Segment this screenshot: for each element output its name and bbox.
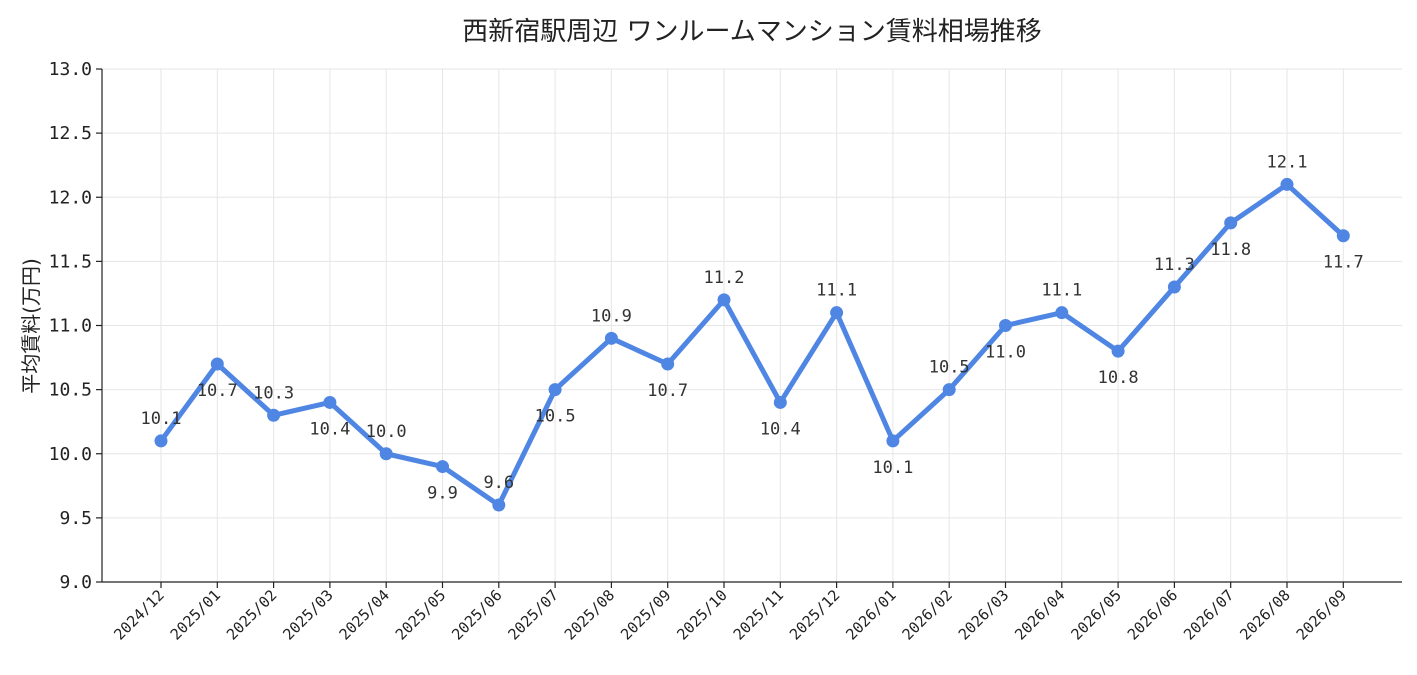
x-ticks: 2024/122025/012025/022025/032025/042025/… bbox=[110, 582, 1350, 644]
data-point bbox=[154, 434, 168, 448]
data-point bbox=[604, 331, 618, 345]
y-tick-label: 10.0 bbox=[49, 444, 92, 465]
data-label: 11.7 bbox=[1323, 253, 1364, 273]
data-point bbox=[886, 434, 900, 448]
data-point bbox=[830, 306, 844, 320]
data-label: 9.9 bbox=[427, 484, 458, 504]
x-tick-label: 2026/07 bbox=[1180, 586, 1237, 643]
chart-title: 西新宿駅周辺 ワンルームマンション賃料相場推移 bbox=[462, 17, 1042, 47]
data-label: 11.0 bbox=[985, 343, 1026, 363]
data-point bbox=[323, 395, 337, 409]
data-point bbox=[999, 319, 1012, 332]
data-label: 10.1 bbox=[872, 458, 913, 478]
y-tick-label: 13.0 bbox=[49, 59, 92, 80]
grid bbox=[102, 68, 1402, 583]
data-label: 11.8 bbox=[1210, 240, 1251, 260]
data-point bbox=[942, 383, 956, 397]
series bbox=[154, 177, 1350, 512]
x-tick-label: 2025/10 bbox=[673, 586, 730, 643]
x-tick-label: 2025/08 bbox=[561, 586, 618, 643]
x-tick-label: 2025/12 bbox=[786, 586, 843, 643]
data-point bbox=[492, 498, 506, 512]
data-point bbox=[1111, 344, 1125, 358]
data-label: 10.8 bbox=[1098, 368, 1139, 388]
data-point bbox=[717, 293, 731, 307]
x-tick-label: 2025/06 bbox=[448, 586, 505, 643]
data-point bbox=[1167, 280, 1181, 294]
y-axis-label: 平均賃料(万円) bbox=[19, 258, 43, 394]
x-tick-label: 2026/08 bbox=[1236, 586, 1293, 643]
series-line bbox=[158, 181, 1346, 508]
x-tick-label: 2025/07 bbox=[504, 586, 561, 643]
data-label: 9.6 bbox=[483, 473, 514, 493]
data-label: 11.1 bbox=[1041, 281, 1082, 301]
x-tick-label: 2026/01 bbox=[842, 586, 899, 643]
y-tick-label: 9.5 bbox=[59, 508, 92, 529]
data-point bbox=[1055, 306, 1069, 320]
data-point bbox=[1280, 177, 1294, 191]
data-point bbox=[267, 408, 281, 422]
y-tick-label: 12.5 bbox=[49, 123, 92, 144]
data-label: 11.3 bbox=[1154, 255, 1195, 275]
data-label: 10.5 bbox=[535, 407, 576, 427]
data-label: 10.4 bbox=[309, 419, 350, 439]
data-point bbox=[773, 395, 787, 409]
x-tick-label: 2025/01 bbox=[167, 586, 224, 643]
x-tick-label: 2026/06 bbox=[1124, 586, 1181, 643]
y-tick-label: 9.0 bbox=[59, 572, 92, 593]
x-tick-label: 2026/05 bbox=[1067, 586, 1124, 643]
data-label: 10.4 bbox=[760, 419, 801, 439]
data-label: 11.1 bbox=[816, 281, 857, 301]
data-label: 10.3 bbox=[253, 383, 294, 403]
x-tick-label: 2025/05 bbox=[392, 586, 449, 643]
x-tick-label: 2024/12 bbox=[110, 586, 167, 643]
data-label: 10.7 bbox=[647, 381, 688, 401]
y-tick-label: 11.0 bbox=[49, 316, 92, 337]
data-point bbox=[548, 383, 562, 397]
data-label: 10.9 bbox=[591, 306, 632, 326]
data-label: 10.0 bbox=[366, 422, 407, 442]
data-label: 11.2 bbox=[704, 268, 745, 288]
data-labels: 10.1 10.7 10.3 10.4 10.0 9.9 9.6 10.5 10.9 10.7 11… bbox=[141, 152, 1364, 503]
x-tick-label: 2025/09 bbox=[617, 586, 674, 643]
data-label: 12.1 bbox=[1267, 152, 1308, 172]
data-point bbox=[379, 447, 393, 461]
data-point bbox=[661, 357, 675, 371]
y-ticks: 9.0 9.5 10.0 10.5 11.0 11.5 12.0 12.5 13.0 bbox=[49, 59, 102, 593]
y-tick-label: 12.0 bbox=[49, 187, 92, 208]
data-point bbox=[1224, 216, 1238, 230]
x-tick-label: 2025/11 bbox=[730, 586, 787, 643]
y-tick-label: 11.5 bbox=[49, 251, 92, 272]
x-tick-label: 2026/09 bbox=[1293, 586, 1350, 643]
y-tick-label: 10.5 bbox=[49, 380, 92, 401]
x-tick-label: 2026/02 bbox=[899, 586, 956, 643]
x-tick-label: 2026/04 bbox=[1011, 586, 1068, 643]
x-tick-label: 2025/02 bbox=[223, 586, 280, 643]
data-label: 10.5 bbox=[929, 358, 970, 378]
x-tick-label: 2025/03 bbox=[279, 586, 336, 643]
data-point bbox=[436, 460, 449, 474]
data-label: 10.1 bbox=[141, 409, 182, 429]
data-label: 10.7 bbox=[197, 381, 238, 401]
data-point bbox=[1336, 229, 1350, 243]
data-point bbox=[210, 357, 224, 371]
x-tick-label: 2025/04 bbox=[336, 586, 393, 643]
x-tick-label: 2026/03 bbox=[955, 586, 1012, 643]
